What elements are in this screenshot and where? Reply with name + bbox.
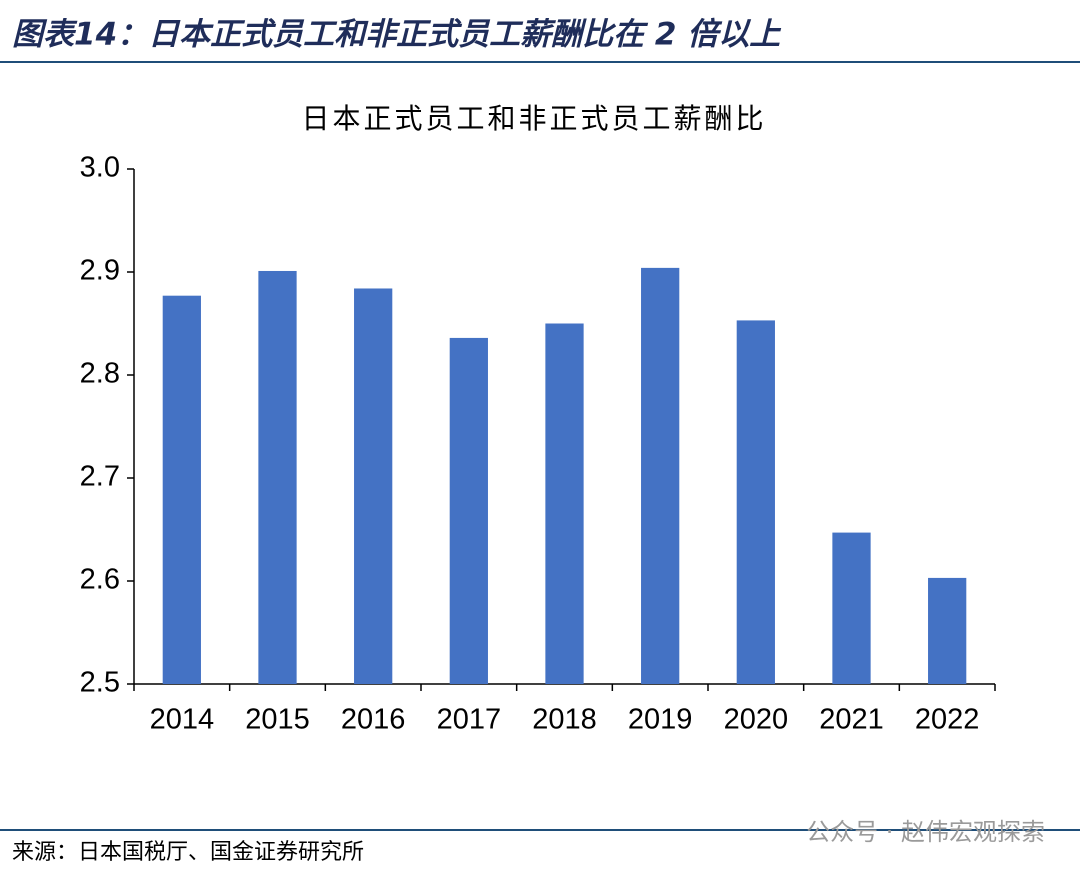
x-tick-label: 2015 <box>245 704 310 736</box>
watermark: 公众号 · 赵伟宏观探索 <box>806 818 1045 846</box>
y-tick-label: 3.0 <box>80 152 120 184</box>
x-tick-label: 2019 <box>628 704 693 736</box>
bar <box>162 295 201 684</box>
header-title: 图表14：日本正式员工和非正式员工薪酬比在 2 倍以上 <box>12 17 781 53</box>
bar <box>354 288 393 684</box>
y-tick-label: 2.6 <box>80 564 120 596</box>
x-tick-label: 2018 <box>532 704 597 736</box>
x-tick-label: 2021 <box>819 704 884 736</box>
bar <box>832 532 871 684</box>
x-tick-label: 2017 <box>437 704 502 736</box>
bar <box>258 270 297 684</box>
bar <box>736 320 775 684</box>
bar <box>928 577 967 684</box>
chart-title: 日本正式员工和非正式员工薪酬比 <box>301 102 766 135</box>
x-tick-label: 2016 <box>341 704 406 736</box>
x-tick-label: 2022 <box>915 704 980 736</box>
x-tick-label: 2020 <box>724 704 789 736</box>
bar <box>449 337 488 684</box>
x-tick-label: 2014 <box>150 704 215 736</box>
footer-source: 来源：日本国税厅、国金证券研究所 <box>12 840 364 865</box>
y-tick-label: 2.7 <box>80 461 120 493</box>
y-tick-label: 2.8 <box>80 358 120 390</box>
bar <box>641 267 680 684</box>
y-tick-label: 2.9 <box>80 255 120 287</box>
bar <box>545 323 584 684</box>
y-tick-label: 2.5 <box>80 667 120 699</box>
